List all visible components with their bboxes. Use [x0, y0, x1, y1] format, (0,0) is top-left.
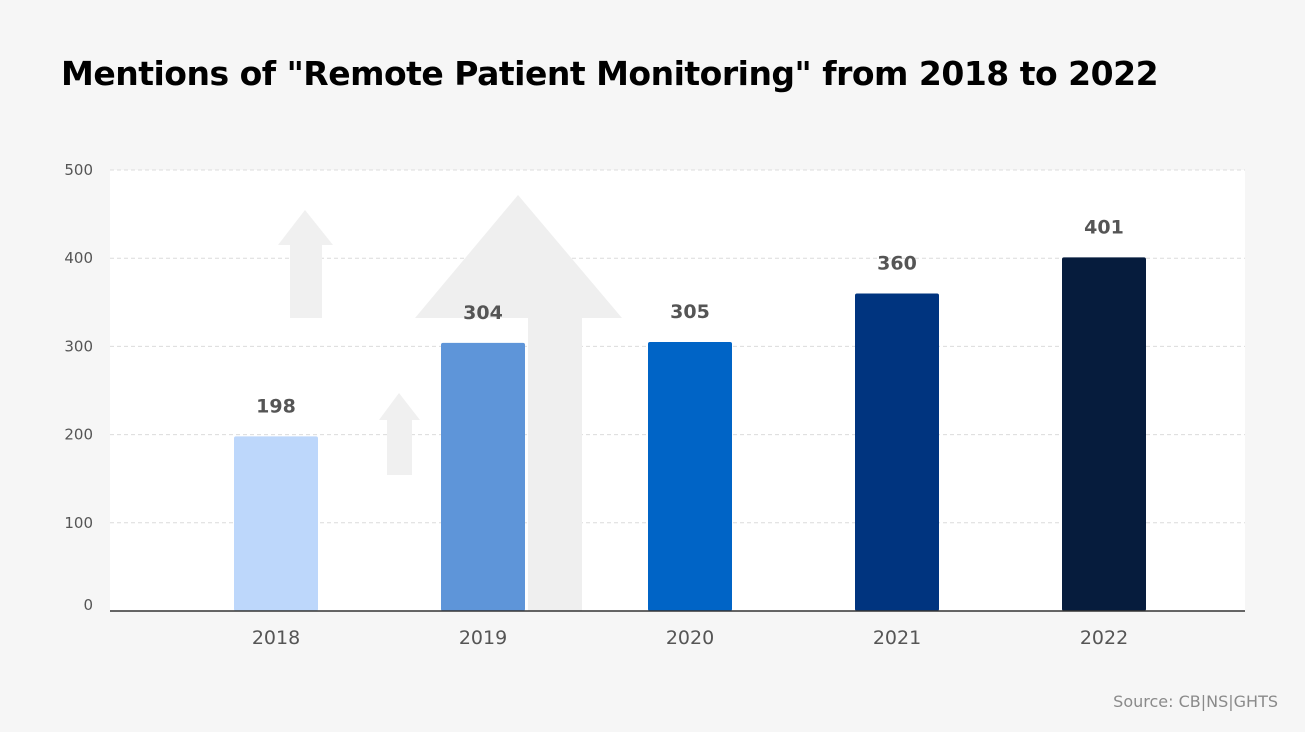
- source-note: Source: CB|NS|GHTS: [1113, 692, 1278, 711]
- bar-2022: [1062, 257, 1146, 611]
- bar-2020: [648, 341, 732, 611]
- y-tick-label: 100: [64, 514, 93, 532]
- x-tick-label: 2020: [666, 627, 714, 649]
- bar-2021: [855, 293, 939, 611]
- x-tick-label: 2021: [873, 627, 921, 649]
- arrow-up-icon: [415, 195, 622, 611]
- bar-2019: [441, 342, 525, 611]
- data-label: 304: [463, 302, 503, 324]
- arrow-up-icon: [278, 210, 333, 318]
- y-tick-label: 500: [64, 161, 93, 179]
- x-tick-label: 2018: [252, 627, 300, 649]
- chart-title: Mentions of "Remote Patient Monitoring" …: [61, 54, 1159, 93]
- arrow-up-icon: [379, 393, 420, 475]
- bar-2018: [234, 436, 318, 611]
- x-tick-label: 2022: [1080, 627, 1128, 649]
- y-tick-label: 200: [64, 426, 93, 444]
- data-label: 198: [256, 395, 296, 417]
- x-tick-label: 2019: [459, 627, 507, 649]
- data-label: 401: [1084, 216, 1124, 238]
- y-tick-label: 400: [64, 249, 93, 267]
- data-label: 360: [877, 252, 917, 274]
- y-tick-label: 0: [83, 596, 93, 614]
- y-tick-label: 300: [64, 337, 93, 355]
- data-label: 305: [670, 301, 710, 323]
- background-arrows: [278, 195, 622, 611]
